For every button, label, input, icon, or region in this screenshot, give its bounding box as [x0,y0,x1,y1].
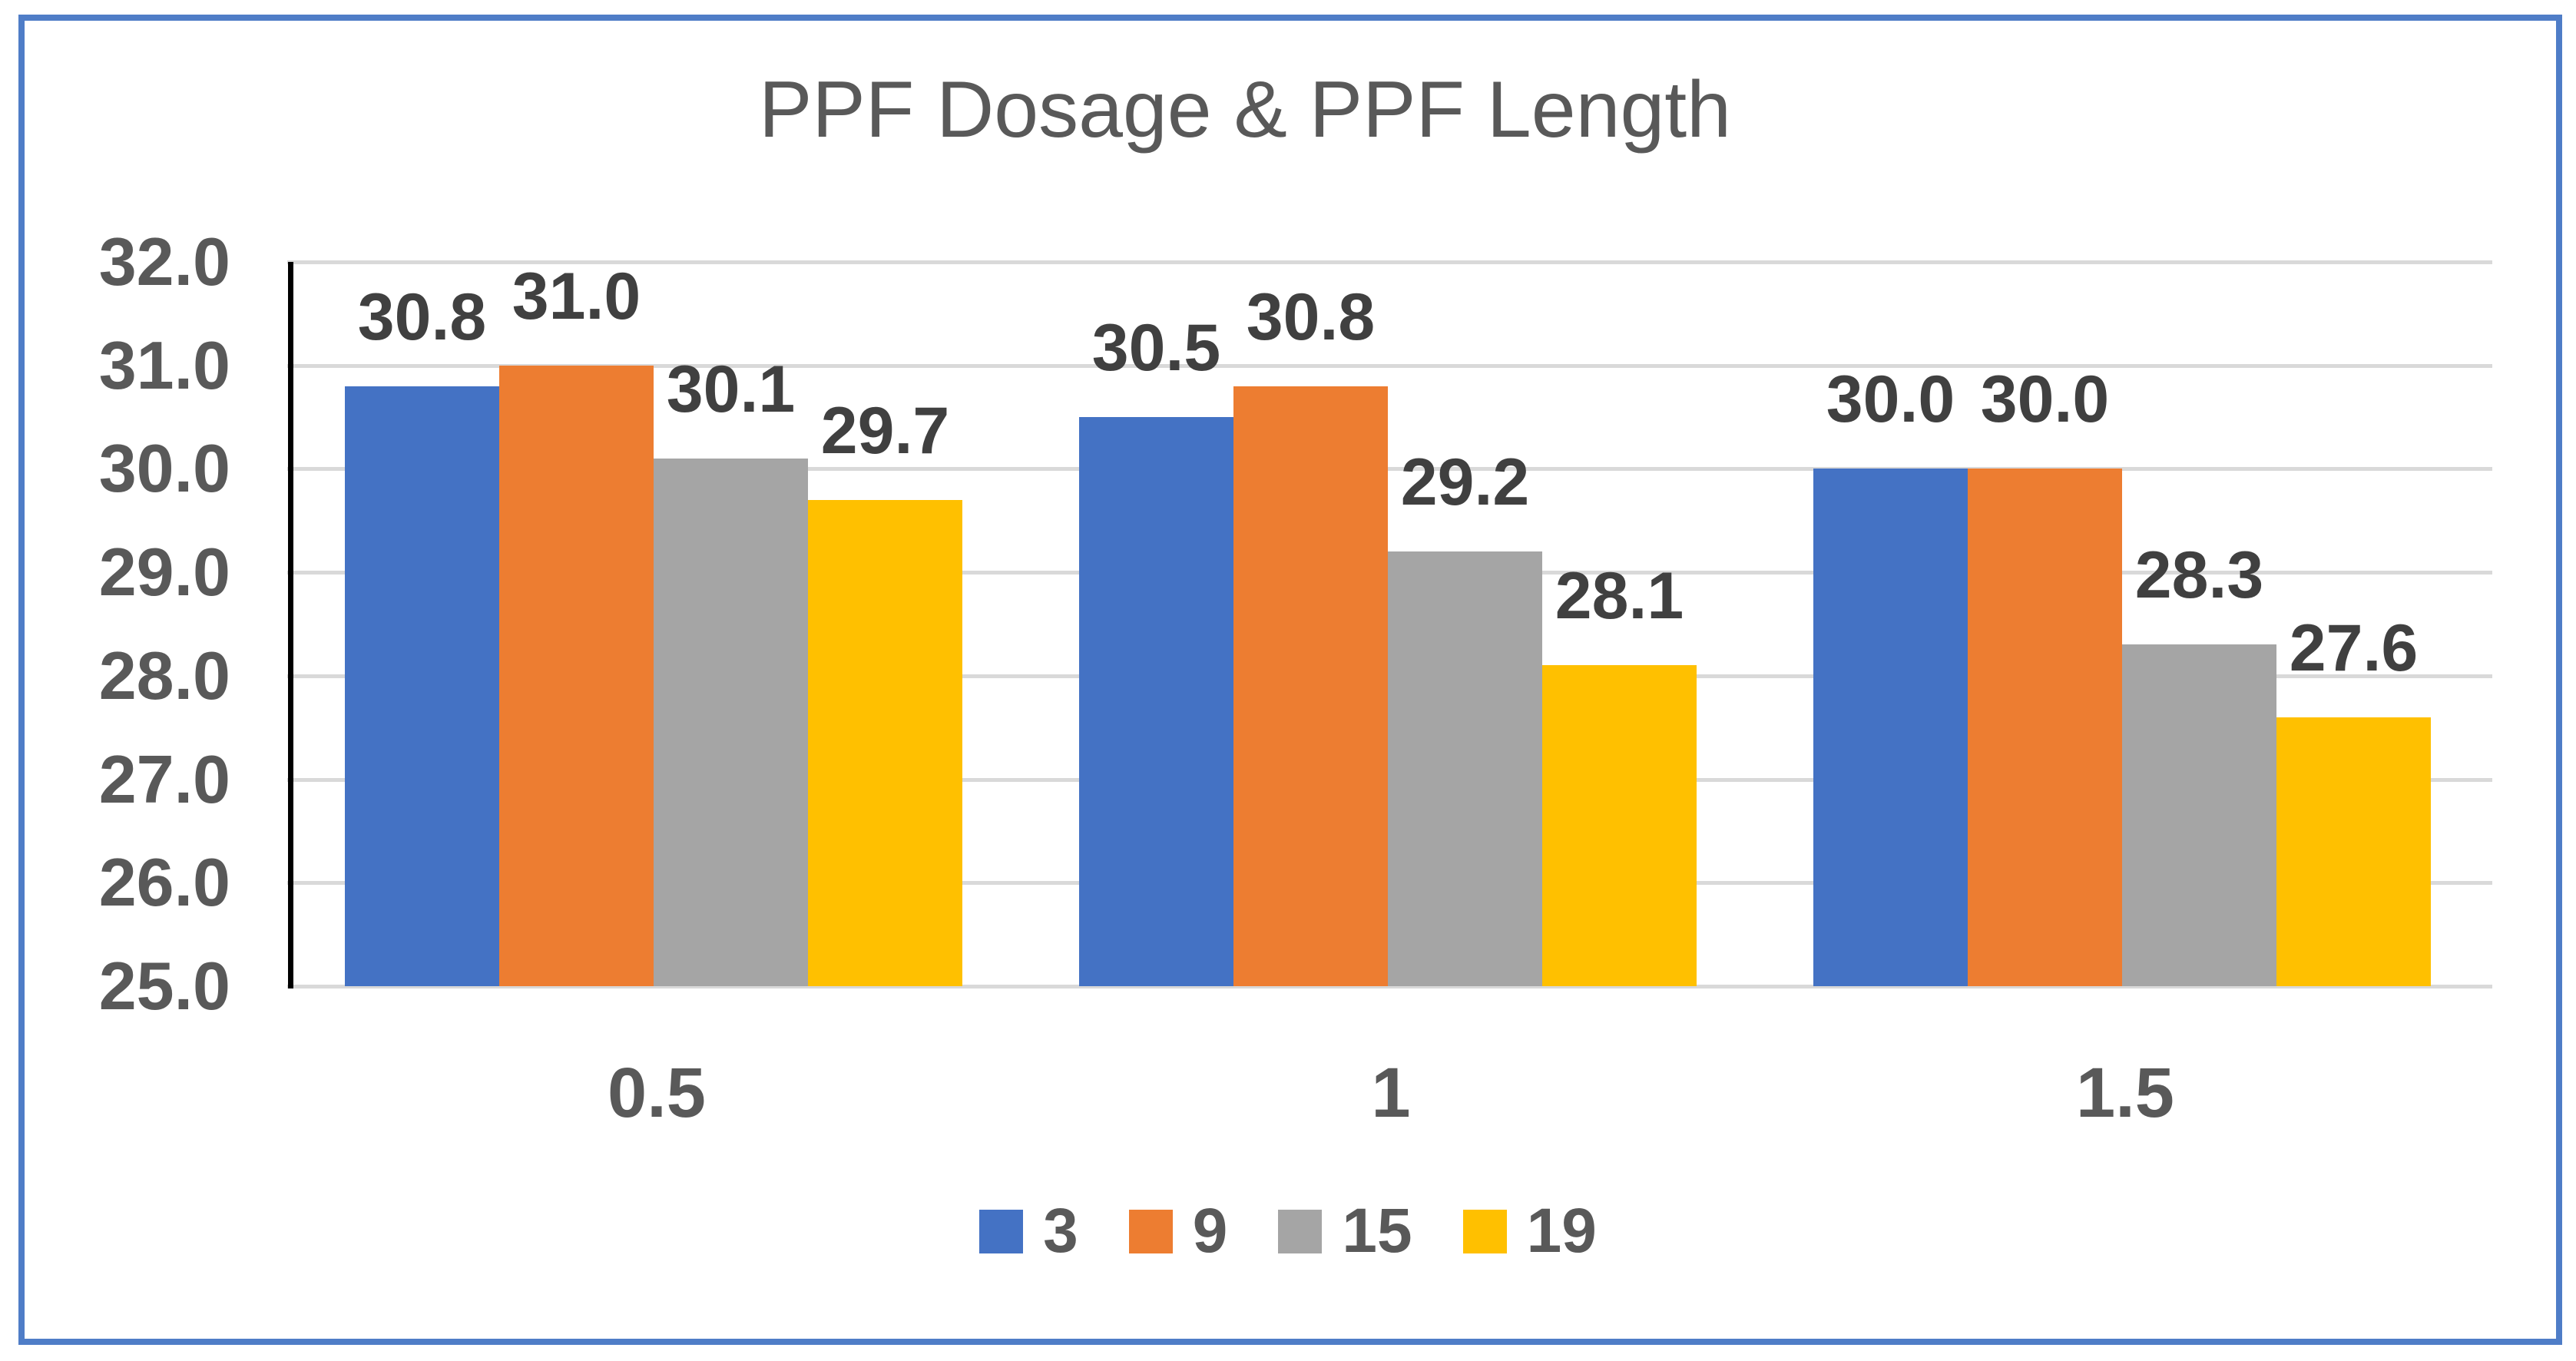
y-tick-label: 28.0 [98,637,230,714]
legend-item-15: 15 [1278,1200,1412,1263]
legend-label: 9 [1192,1196,1228,1266]
bar-value-label: 30.5 [1091,311,1221,386]
y-tick-label: 29.0 [98,534,230,611]
legend-swatch-icon [979,1209,1024,1253]
y-tick-label: 26.0 [98,844,230,921]
legend: 3 9 15 19 [0,1200,2576,1263]
legend-item-3: 3 [979,1200,1078,1263]
bar-series-9-cat-1.5 [1968,469,2122,986]
y-tick-label: 31.0 [98,326,230,403]
gridline [287,363,2492,368]
bar-series-9-cat-1 [1233,386,1388,986]
legend-label: 15 [1342,1196,1412,1266]
y-tick-label: 27.0 [98,740,230,817]
bar-value-label: 30.1 [666,352,796,426]
bar-series-15-cat-1.5 [2122,644,2276,986]
bar-value-label: 30.0 [1826,363,1955,437]
bar-value-label: 31.0 [512,259,641,333]
bar-value-label: 28.1 [1555,559,1684,634]
bar-series-3-cat-1.5 [1813,469,1968,986]
legend-swatch-icon [1128,1209,1173,1253]
y-tick-label: 30.0 [98,430,230,507]
legend-item-9: 9 [1128,1196,1228,1266]
bar-value-label: 27.6 [2289,611,2419,685]
bar-series-15-cat-0.5 [654,458,808,986]
legend-swatch-icon [1278,1209,1323,1253]
bar-series-15-cat-1 [1388,551,1542,986]
x-category-label: 1.5 [2076,1054,2174,1132]
bar-series-3-cat-0.5 [345,386,499,986]
gridline [287,985,2492,988]
bar-series-9-cat-0.5 [499,365,654,986]
bar-value-label: 30.8 [1246,280,1376,354]
bar-series-19-cat-1.5 [2276,717,2431,986]
legend-label: 3 [1043,1196,1078,1266]
x-category-label: 1 [1371,1054,1411,1132]
x-category-label: 0.5 [608,1054,706,1132]
bar-value-label: 30.0 [1980,363,2110,437]
legend-item-19: 19 [1462,1196,1597,1266]
bar-value-label: 29.2 [1400,445,1530,520]
y-axis-line [288,262,293,988]
bar-series-19-cat-1 [1542,665,1697,986]
gridline [287,467,2492,472]
chart-title: PPF Dosage & PPF Length [758,65,1732,154]
bar-value-label: 28.3 [2134,538,2264,613]
y-tick-label: 25.0 [98,948,230,1024]
y-tick-label: 32.0 [98,224,230,300]
bar-value-label: 30.8 [357,280,487,354]
bar-value-label: 29.7 [820,393,950,468]
gridline [287,260,2492,264]
bar-series-19-cat-0.5 [808,499,962,986]
legend-label: 19 [1526,1196,1597,1266]
legend-swatch-icon [1462,1209,1507,1253]
bar-series-3-cat-1 [1079,417,1233,986]
